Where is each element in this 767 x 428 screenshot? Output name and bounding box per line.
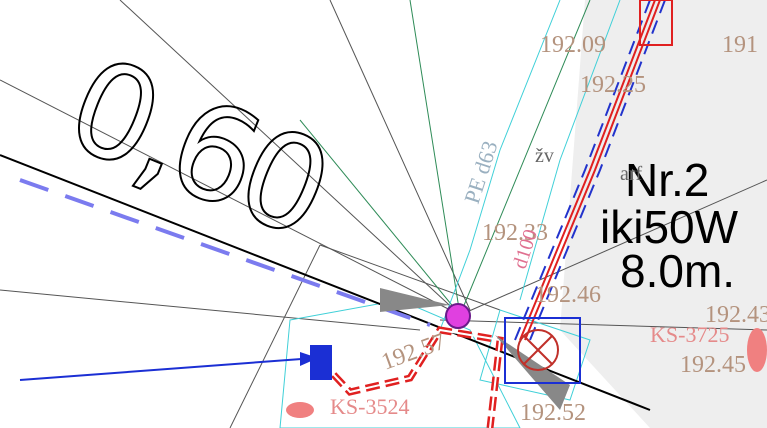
well [517, 329, 559, 371]
spot [747, 328, 767, 372]
note: arf [620, 163, 643, 185]
level: 192.43 [705, 302, 767, 328]
pipes [317, 0, 666, 428]
level: 192.45 [680, 352, 746, 378]
well-label: KS-3725 [650, 322, 729, 347]
node [445, 303, 471, 329]
block [310, 345, 332, 380]
cone [495, 335, 570, 410]
well-cross [523, 335, 553, 365]
cone [380, 288, 450, 312]
well-label: KS-3524 [330, 394, 409, 419]
pipe-box [639, 0, 673, 46]
level: 192.52 [520, 400, 586, 426]
level: 192.33 [482, 220, 548, 246]
dashed-boundary [19, 178, 431, 327]
spot [286, 402, 314, 418]
level: 192.09 [540, 32, 606, 58]
arrow [300, 352, 318, 366]
label-line: iki50W [600, 201, 739, 253]
label-line: 8.0m. [620, 245, 735, 297]
note: žv [535, 145, 554, 167]
level: 192.46 [535, 282, 601, 308]
green-lines [299, 0, 591, 316]
blue-line [19, 357, 316, 381]
well-box [504, 317, 581, 384]
level: 191 [722, 32, 758, 58]
label-line: Nr.2 [625, 154, 709, 206]
level: 192.25 [580, 72, 646, 98]
building-area [560, 0, 767, 428]
